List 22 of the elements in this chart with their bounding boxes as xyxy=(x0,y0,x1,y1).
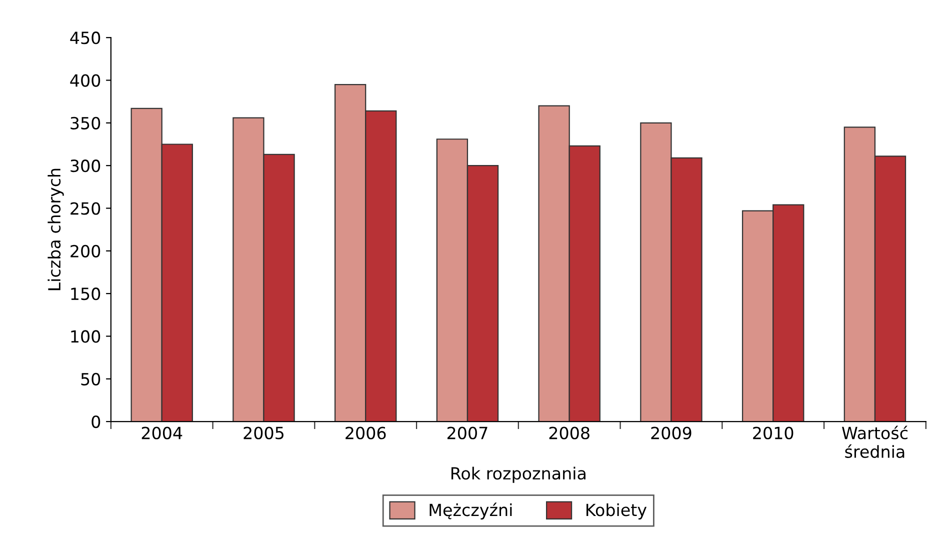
x-tick-label: 2008 xyxy=(549,426,590,440)
y-tick-label: 50 xyxy=(81,372,100,386)
y-tick-label: 300 xyxy=(70,160,100,172)
x-tick-label: 2009 xyxy=(651,426,692,440)
x-tick-label: 2004 xyxy=(142,426,182,440)
x-tick-label: 2007 xyxy=(447,426,488,440)
y-axis-title: Liczba chorych xyxy=(48,168,64,290)
y-tick-label: 200 xyxy=(70,244,100,258)
x-tick-label: 2006 xyxy=(346,426,386,440)
legend-label: Kobiety xyxy=(586,503,647,520)
x-axis-title: Rok rozpoznania xyxy=(451,466,586,483)
legend-label: Mężczyźni xyxy=(430,502,512,520)
x-tick-label: Wartość średnia xyxy=(842,426,908,458)
y-tick-label: 0 xyxy=(92,416,100,428)
x-tick-label: 2005 xyxy=(244,426,284,440)
y-tick-label: 250 xyxy=(70,202,100,215)
y-tick-label: 400 xyxy=(70,74,100,87)
x-tick-label: 2010 xyxy=(753,426,794,440)
y-tick-label: 100 xyxy=(71,330,100,343)
y-tick-label: 150 xyxy=(71,288,100,300)
y-tick-label: 350 xyxy=(70,116,100,130)
y-tick-label: 450 xyxy=(70,32,100,44)
